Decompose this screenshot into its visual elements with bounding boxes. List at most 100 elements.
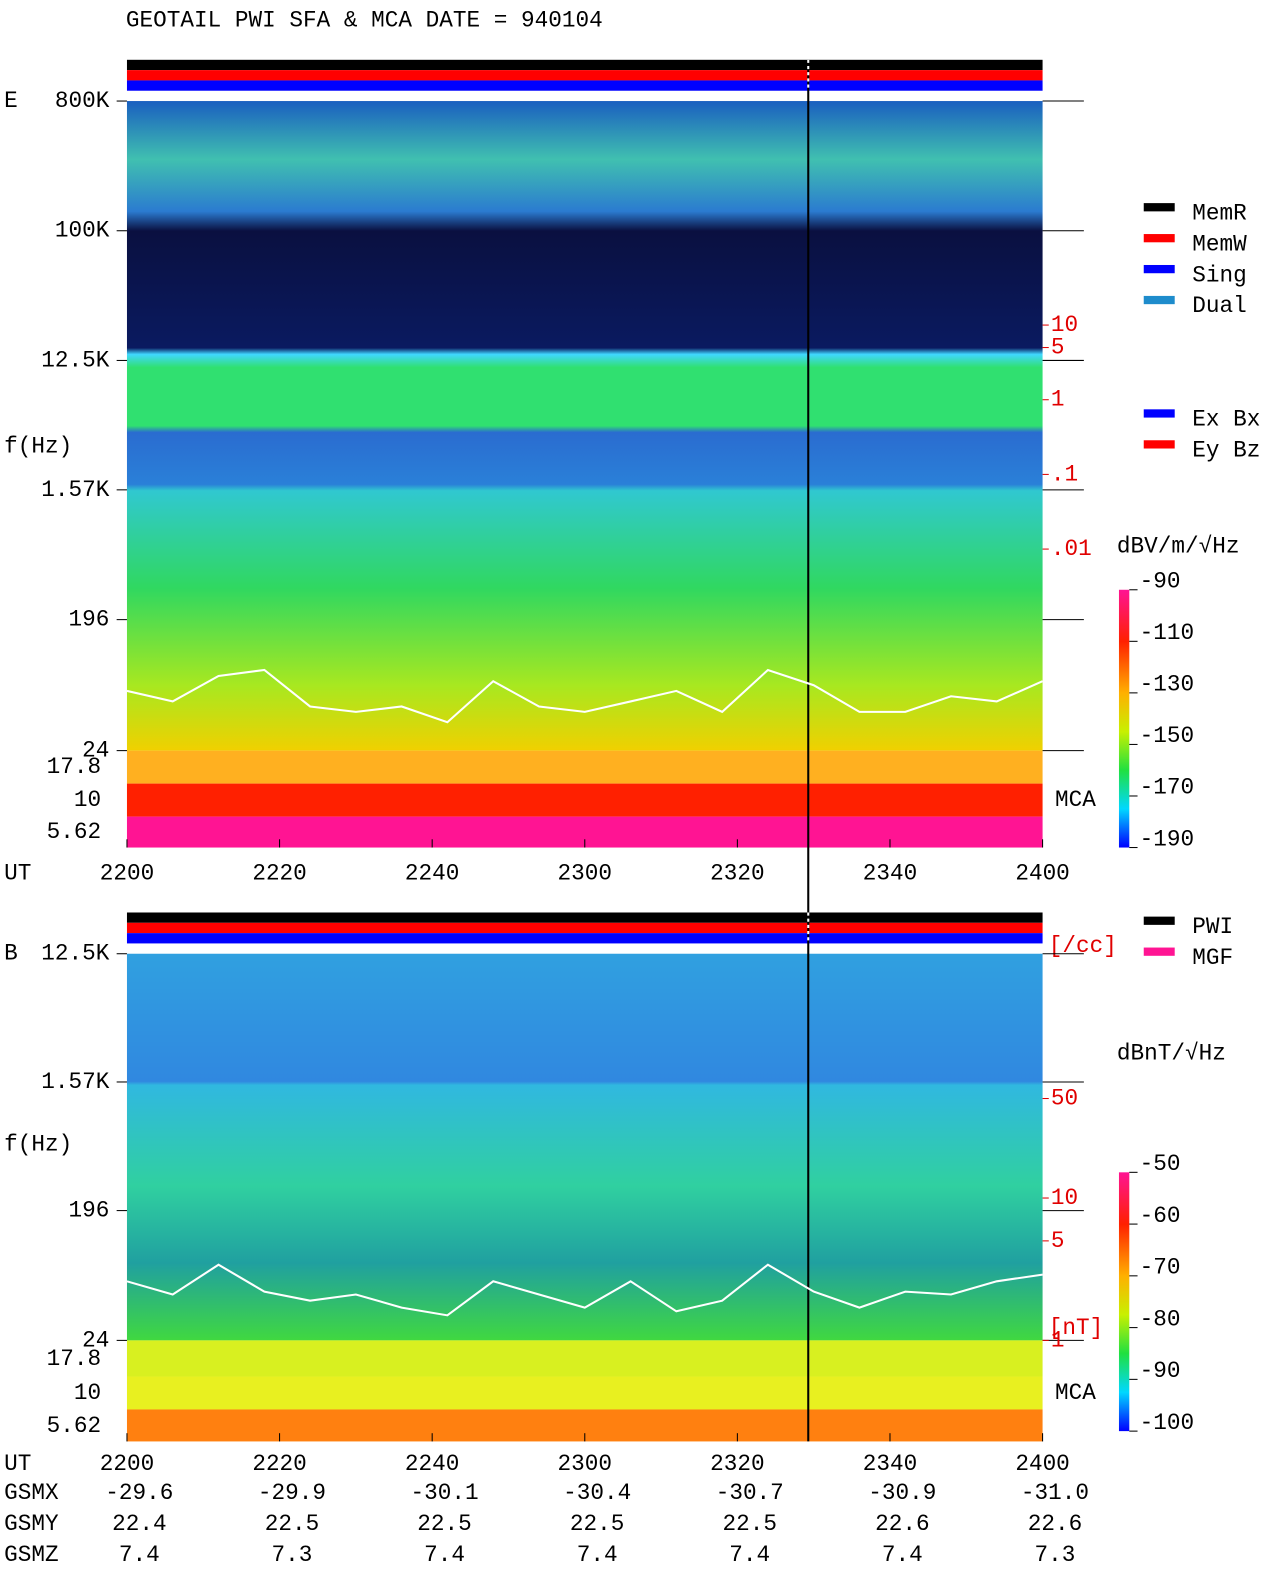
- y2-tick-label: 5: [1051, 1228, 1065, 1254]
- y-tick-label: 1.57K: [41, 477, 109, 503]
- x-tick-label: 2200: [100, 1451, 155, 1477]
- colorbar: [1118, 589, 1130, 848]
- orbit-value: -29.6: [105, 1480, 173, 1506]
- x-tick-label: 2320: [710, 860, 765, 886]
- colorbar-tick-label: -190: [1140, 826, 1195, 852]
- colorbar-tick-label: -130: [1140, 672, 1195, 698]
- y2-tick-label: 5: [1051, 335, 1065, 361]
- x-tick-label: 2400: [1015, 860, 1070, 886]
- orbit-value: 22.5: [570, 1511, 625, 1537]
- x-tick-label: 2300: [558, 1451, 613, 1477]
- colorbar-label: dBnT/√Hz: [1117, 1041, 1226, 1067]
- legend-label: Dual: [1192, 293, 1247, 319]
- orbit-value: -30.4: [563, 1480, 631, 1506]
- x-tick-label: 2240: [405, 860, 460, 886]
- mca-band: [126, 783, 1043, 817]
- y2-tick-label: .01: [1051, 536, 1092, 562]
- y-tick-label: 100K: [55, 218, 110, 244]
- legend-label: MemW: [1192, 231, 1247, 257]
- legend-label: MemR: [1192, 200, 1247, 226]
- orbit-value: 7.3: [1035, 1542, 1076, 1568]
- mca-band: [126, 1340, 1043, 1377]
- x-tick-label: 2320: [710, 1451, 765, 1477]
- orbit-value: 7.4: [119, 1542, 160, 1568]
- y2-tick-label: 10: [1051, 312, 1078, 338]
- orbit-value: 22.5: [417, 1511, 472, 1537]
- y-tick-label: 24: [82, 738, 109, 764]
- colorbar-tick-label: -150: [1140, 723, 1195, 749]
- y2-axis-label: [/cc]: [1049, 933, 1117, 959]
- y-tick-label: 1.57K: [41, 1069, 109, 1095]
- x-tick-label: 2220: [252, 860, 307, 886]
- orbit-value: 22.6: [1028, 1511, 1083, 1537]
- legend-label: Ey Bz: [1192, 438, 1260, 464]
- legend-swatch: [1143, 234, 1175, 243]
- colorbar-tick-label: -90: [1140, 569, 1181, 595]
- mca-band: [126, 750, 1043, 784]
- colorbar-label: dBV/m/√Hz: [1117, 533, 1240, 559]
- status-bar: [126, 70, 1043, 81]
- x-tick-label: 2340: [863, 860, 918, 886]
- mca-tick-label: 5.62: [47, 819, 102, 845]
- legend-label: Ex Bx: [1192, 407, 1260, 433]
- y-tick-label: 12.5K: [41, 941, 109, 967]
- orbit-value: -30.9: [868, 1480, 936, 1506]
- mca-label: MCA: [1055, 1380, 1096, 1406]
- legend-swatch: [1143, 203, 1175, 212]
- mca-band: [126, 1376, 1043, 1410]
- x-tick-label: 2240: [405, 1451, 460, 1477]
- orbit-value: -30.1: [411, 1480, 479, 1506]
- orbit-row-label: GSMZ: [4, 1542, 59, 1568]
- y-axis-label: f(Hz): [4, 1131, 72, 1157]
- orbit-value: 7.4: [577, 1542, 618, 1568]
- panel-label: E: [4, 88, 18, 114]
- title: GEOTAIL PWI SFA & MCA DATE = 940104: [126, 8, 603, 34]
- status-bar: [126, 80, 1043, 91]
- legend-label: MGF: [1192, 945, 1233, 971]
- colorbar-tick-label: -90: [1140, 1358, 1181, 1384]
- orbit-value: -30.7: [716, 1480, 784, 1506]
- colorbar-tick-label: -60: [1140, 1203, 1181, 1229]
- orbit-value: 22.6: [875, 1511, 930, 1537]
- legend-label: Sing: [1192, 262, 1247, 288]
- mca-tick-label: 17.8: [47, 1346, 102, 1372]
- colorbar-tick-label: -100: [1140, 1410, 1195, 1436]
- y2-tick-label: 1: [1051, 387, 1065, 413]
- orbit-value: -29.9: [258, 1480, 326, 1506]
- legend-swatch: [1143, 947, 1175, 956]
- orbit-value: 7.4: [729, 1542, 770, 1568]
- mca-label: MCA: [1055, 787, 1096, 813]
- spectrogram-b: [126, 953, 1043, 1341]
- colorbar-tick-label: -110: [1140, 620, 1195, 646]
- legend-swatch: [1143, 264, 1175, 274]
- orbit-value: 22.5: [723, 1511, 778, 1537]
- x-tick-label: 2300: [558, 860, 613, 886]
- colorbar-tick-label: -70: [1140, 1255, 1181, 1281]
- colorbar-tick-label: -170: [1140, 775, 1195, 801]
- y2-tick-label: 50: [1051, 1086, 1078, 1112]
- y-tick-label: 24: [82, 1327, 109, 1353]
- y2-tick-label: 1: [1051, 1327, 1065, 1353]
- orbit-value: 7.4: [882, 1542, 923, 1568]
- legend-swatch: [1143, 295, 1175, 305]
- orbit-row-label: GSMY: [4, 1511, 59, 1537]
- mca-tick-label: 5.62: [47, 1413, 102, 1439]
- legend-swatch: [1143, 409, 1175, 418]
- mca-tick-label: 10: [74, 787, 101, 813]
- x-axis-label: UT: [4, 1451, 31, 1477]
- orbit-value: 7.4: [424, 1542, 465, 1568]
- status-bar: [126, 933, 1043, 944]
- y-tick-label: 12.5K: [41, 347, 109, 373]
- colorbar-tick-label: -80: [1140, 1306, 1181, 1332]
- x-tick-label: 2340: [863, 1451, 918, 1477]
- mca-tick-label: 10: [74, 1380, 101, 1406]
- y-axis-label: f(Hz): [4, 433, 72, 459]
- y-tick-label: 800K: [55, 88, 110, 114]
- trace: [126, 668, 1043, 724]
- panel-label: B: [4, 941, 18, 967]
- trace: [126, 1263, 1043, 1317]
- legend-swatch: [1143, 916, 1175, 925]
- legend-swatch: [1143, 440, 1175, 449]
- status-bar: [126, 922, 1043, 934]
